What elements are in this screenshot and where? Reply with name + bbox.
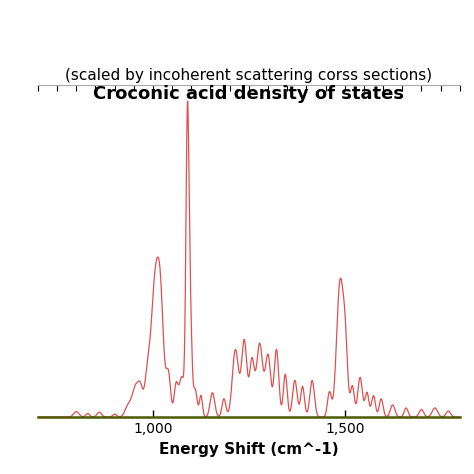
Text: Croconic acid density of states: Croconic acid density of states <box>93 85 404 103</box>
X-axis label: Energy Shift (cm^-1): Energy Shift (cm^-1) <box>159 442 338 456</box>
Title: (scaled by incoherent scattering corss sections): (scaled by incoherent scattering corss s… <box>65 68 432 83</box>
